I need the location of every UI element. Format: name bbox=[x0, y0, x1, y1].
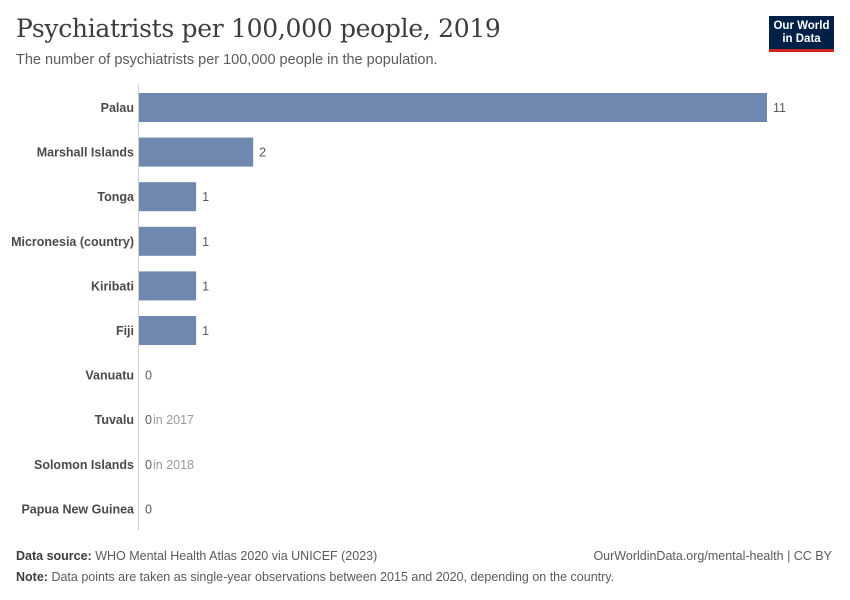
category-label: Papua New Guinea bbox=[21, 502, 135, 516]
value-label: 0 bbox=[145, 458, 152, 472]
bar bbox=[139, 316, 197, 345]
note-text: Data points are taken as single-year obs… bbox=[51, 570, 615, 584]
license-url[interactable]: OurWorldinData.org/mental-health | CC BY bbox=[593, 549, 832, 563]
bar bbox=[139, 137, 254, 167]
value-label: 11 bbox=[773, 101, 786, 115]
note-label: Note: bbox=[16, 570, 48, 584]
owid-logo[interactable]: Our World in Data bbox=[769, 16, 834, 52]
value-label: 1 bbox=[202, 235, 209, 249]
category-label: Tuvalu bbox=[95, 413, 134, 427]
bar bbox=[139, 93, 767, 122]
bar bbox=[139, 271, 197, 301]
logo-line-2: in Data bbox=[782, 33, 821, 45]
value-label: 1 bbox=[202, 279, 209, 293]
category-label: Tonga bbox=[97, 190, 135, 204]
bar bbox=[139, 182, 197, 212]
chart-subtitle: The number of psychiatrists per 100,000 … bbox=[16, 52, 438, 68]
bar bbox=[139, 226, 197, 256]
value-label: 1 bbox=[202, 190, 209, 204]
category-label: Marshall Islands bbox=[37, 146, 134, 160]
source-text[interactable]: WHO Mental Health Atlas 2020 via UNICEF … bbox=[95, 549, 378, 563]
footer-source-row: Data source: WHO Mental Health Atlas 202… bbox=[16, 549, 832, 563]
year-annotation: in 2018 bbox=[153, 458, 194, 472]
category-label: Palau bbox=[101, 101, 134, 115]
value-label: 0 bbox=[145, 413, 152, 427]
source-label: Data source: bbox=[16, 549, 92, 563]
chart-title: Psychiatrists per 100,000 people, 2019 bbox=[16, 14, 501, 43]
year-annotation: in 2017 bbox=[153, 413, 194, 427]
category-label: Micronesia (country) bbox=[11, 235, 134, 249]
value-label: 0 bbox=[145, 502, 152, 516]
logo-line-1: Our World bbox=[773, 20, 830, 32]
category-label: Fiji bbox=[116, 324, 134, 338]
category-label: Solomon Islands bbox=[34, 458, 134, 472]
category-label: Vanuatu bbox=[85, 369, 134, 383]
category-label: Kiribati bbox=[91, 279, 134, 293]
value-label: 1 bbox=[202, 324, 209, 338]
value-label: 0 bbox=[145, 369, 152, 383]
footer-note-row: Note: Data points are taken as single-ye… bbox=[16, 570, 832, 584]
value-label: 2 bbox=[259, 146, 266, 160]
